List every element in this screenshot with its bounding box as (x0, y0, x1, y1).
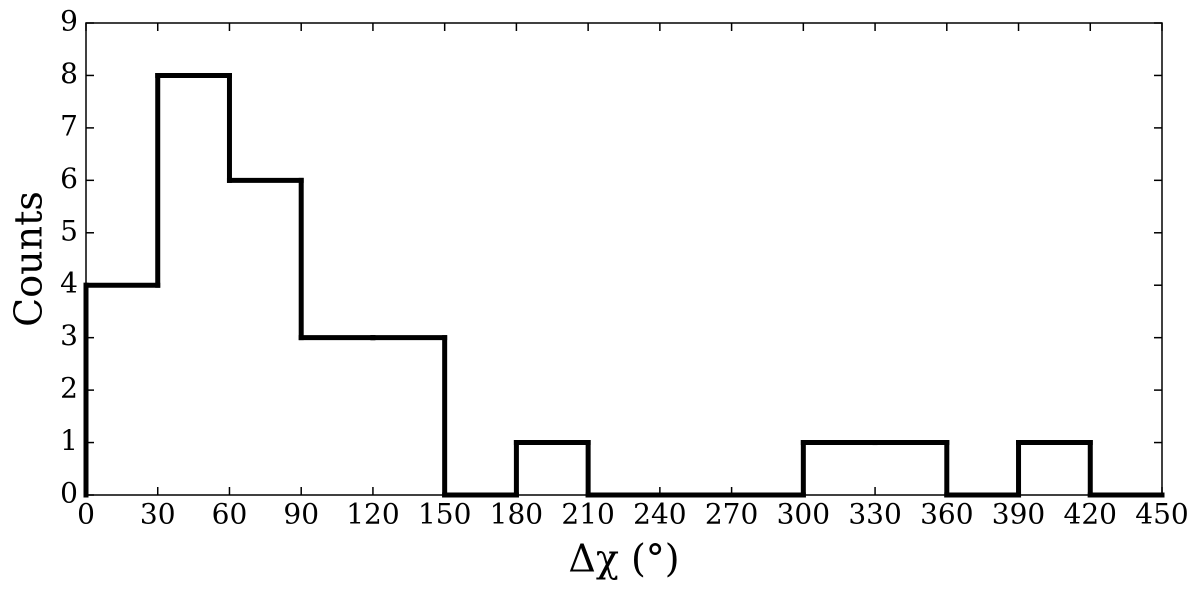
x-tick-label: 420 (1064, 498, 1117, 531)
y-tick-label: 3 (60, 319, 78, 352)
x-tick-label: 30 (140, 498, 176, 531)
plot-frame (85, 22, 1163, 496)
y-tick-label: 7 (60, 109, 78, 142)
y-axis-label: Counts (7, 191, 51, 327)
x-tick-label: 450 (1135, 498, 1188, 531)
x-tick-label: 390 (992, 498, 1045, 531)
y-tick-label: 2 (60, 372, 78, 405)
x-tick-label: 120 (346, 498, 399, 531)
x-tick-label: 90 (283, 498, 319, 531)
x-tick-label: 210 (561, 498, 614, 531)
y-tick-label: 5 (60, 214, 78, 247)
y-tick-label: 8 (60, 57, 78, 90)
x-tick-label: 240 (633, 498, 686, 531)
y-tick-label: 0 (60, 477, 78, 510)
y-tick-label: 9 (60, 5, 78, 38)
y-tick-label: 4 (60, 267, 78, 300)
x-tick-label: 150 (418, 498, 471, 531)
x-axis-label: Δχ (°) (568, 537, 679, 581)
y-tick-label: 6 (60, 162, 78, 195)
x-tick-label: 330 (848, 498, 901, 531)
x-tick-label: 270 (705, 498, 758, 531)
y-tick-label: 1 (60, 424, 78, 457)
x-tick-label: 360 (920, 498, 973, 531)
x-tick-label: 0 (77, 498, 95, 531)
x-tick-label: 60 (212, 498, 248, 531)
x-tick-label: 300 (777, 498, 830, 531)
x-tick-label: 180 (490, 498, 543, 531)
